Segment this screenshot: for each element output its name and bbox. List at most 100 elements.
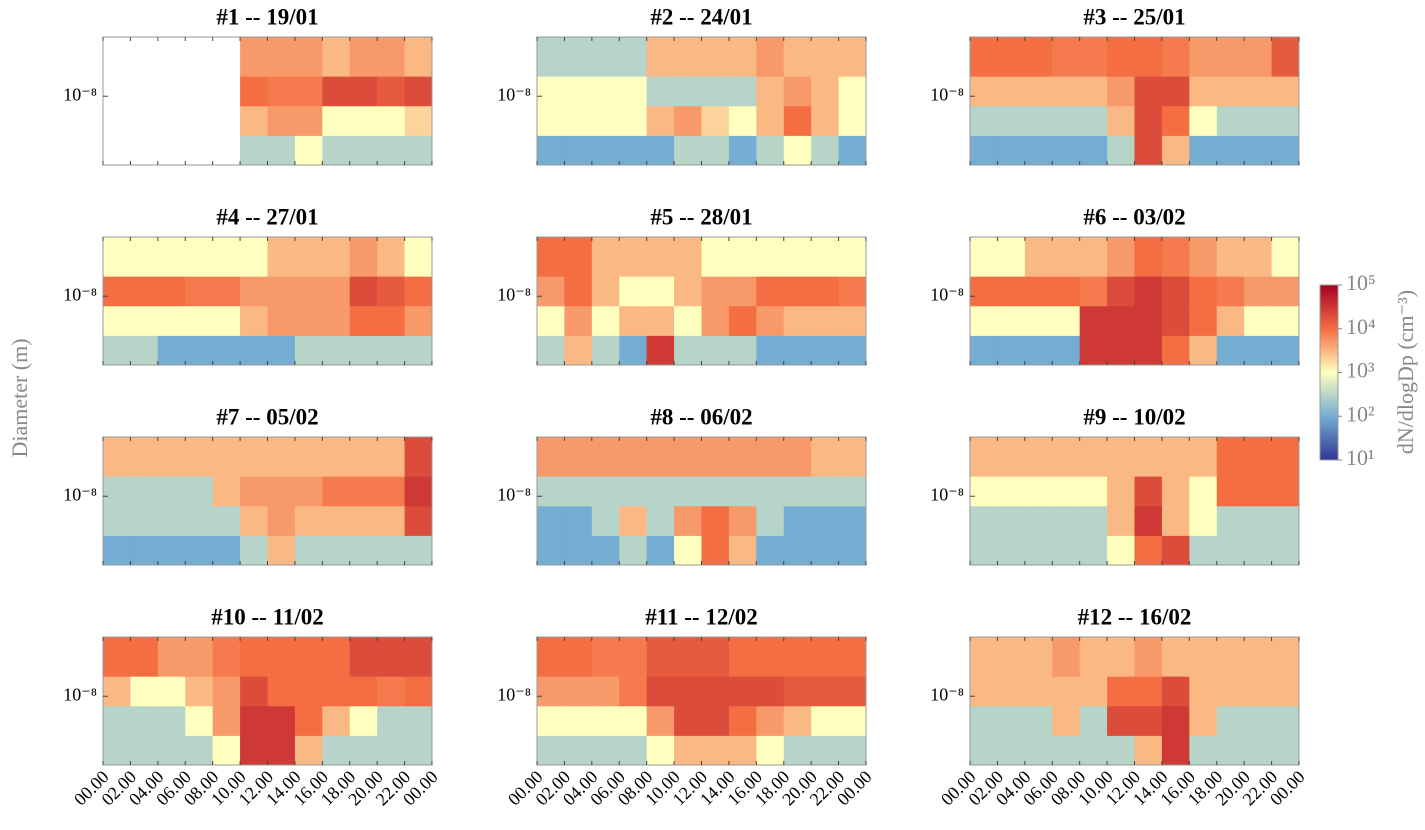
heatmap-cell	[728, 437, 757, 477]
heatmap-cell	[646, 735, 675, 766]
heatmap-cell	[674, 305, 702, 336]
heatmap-cell	[212, 237, 241, 277]
heatmap-cell	[1161, 276, 1190, 307]
heatmap-cell	[728, 476, 757, 507]
heatmap-cell	[1189, 535, 1218, 566]
heatmap-cell	[1079, 76, 1108, 107]
heatmap-cell	[811, 505, 840, 536]
heatmap-cell	[1107, 437, 1135, 477]
heatmap-cell	[591, 705, 620, 736]
heatmap-cell	[1134, 305, 1163, 336]
heatmap-cell	[537, 76, 565, 107]
heatmap-cell	[838, 135, 867, 166]
heatmap-cell	[783, 735, 812, 766]
heatmap-cell	[1134, 276, 1163, 307]
heatmap-cell	[970, 437, 998, 477]
heatmap-cell	[157, 637, 186, 677]
heatmap-cell	[1134, 237, 1163, 277]
heatmap-cell	[185, 637, 214, 677]
heatmap-cell	[1189, 135, 1218, 166]
heatmap-cell	[756, 237, 785, 277]
heatmap-cell	[997, 135, 1026, 166]
heatmap-cell	[783, 705, 812, 736]
heatmap-cell	[1189, 237, 1218, 277]
heatmap-cell	[185, 676, 214, 707]
heatmap-cell	[130, 705, 159, 736]
heatmap-cell	[838, 237, 867, 277]
heatmap-cell	[591, 305, 620, 336]
heatmap-cell	[811, 535, 840, 566]
heatmap-cell	[240, 237, 268, 277]
y-tick-label: 10⁻⁸	[497, 684, 531, 704]
heatmap-cell	[1052, 735, 1081, 766]
heatmap-cell	[1134, 335, 1163, 366]
y-tick-label: 10⁻⁸	[63, 284, 97, 304]
heatmap-cell	[646, 676, 675, 707]
heatmap-cell	[1271, 105, 1300, 136]
heatmap-cell	[838, 76, 867, 107]
heatmap-cell	[1244, 37, 1273, 77]
heatmap-cell	[1052, 335, 1081, 366]
heatmap-cell	[1161, 505, 1190, 536]
heatmap-cell	[591, 637, 620, 677]
heatmap-cell	[267, 437, 296, 477]
heatmap-cell	[1024, 105, 1053, 136]
heatmap-cell	[646, 237, 675, 277]
heatmap-cell	[185, 535, 214, 566]
heatmap-cell	[377, 237, 406, 277]
heatmap-cell	[157, 237, 186, 277]
heatmap-cell	[783, 305, 812, 336]
heatmap-cell	[591, 37, 620, 77]
heatmap-cell	[349, 476, 378, 507]
heatmap-cell	[1024, 535, 1053, 566]
heatmap-cell	[185, 505, 214, 536]
heatmap-cell	[1216, 105, 1245, 136]
heatmap-cell	[564, 237, 593, 277]
heatmap-cell	[811, 76, 840, 107]
heatmap-cell	[322, 305, 351, 336]
heatmap-cell	[970, 676, 998, 707]
heatmap-cell	[267, 735, 296, 766]
heatmap-cell	[1079, 676, 1108, 707]
heatmap-cell	[240, 305, 268, 336]
heatmap-cell	[212, 505, 241, 536]
heatmap-cell	[838, 637, 867, 677]
heatmap-cell	[267, 505, 296, 536]
heatmap-cell	[349, 76, 378, 107]
heatmap-cell	[322, 76, 351, 107]
heatmap-cell	[1079, 505, 1108, 536]
heatmap-cell	[267, 637, 296, 677]
heatmap-cell	[130, 676, 159, 707]
heatmap-cell	[1107, 535, 1135, 566]
heatmap-cell	[1052, 705, 1081, 736]
panel-title: #2 -- 24/01	[650, 4, 752, 29]
heatmap-cell	[404, 335, 433, 366]
heatmap-cell	[404, 135, 433, 166]
heatmap-cell	[377, 735, 406, 766]
heatmap-cell	[1079, 535, 1108, 566]
heatmap-cell	[130, 476, 159, 507]
heatmap-cell	[1244, 276, 1273, 307]
heatmap-cell	[377, 305, 406, 336]
heatmap-cell	[294, 705, 323, 736]
heatmap-cell	[1189, 276, 1218, 307]
heatmap-cell	[157, 676, 186, 707]
heatmap-cell	[970, 705, 998, 736]
heatmap-cell	[701, 305, 730, 336]
heatmap-cell	[1024, 335, 1053, 366]
heatmap-cell	[267, 37, 296, 77]
panel-title: #7 -- 05/02	[216, 404, 318, 429]
heatmap-cell	[674, 105, 702, 136]
heatmap-cell	[537, 135, 565, 166]
heatmap-cell	[294, 437, 323, 477]
heatmap-cell	[1271, 335, 1300, 366]
heatmap-cell	[404, 735, 433, 766]
heatmap-cell	[349, 37, 378, 77]
heatmap-cell	[267, 76, 296, 107]
heatmap-cell	[591, 476, 620, 507]
heatmap-cell	[728, 505, 757, 536]
heatmap-cell	[1024, 237, 1053, 277]
heatmap-cell	[157, 705, 186, 736]
heatmap-cell	[267, 135, 296, 166]
heatmap-cell	[591, 335, 620, 366]
